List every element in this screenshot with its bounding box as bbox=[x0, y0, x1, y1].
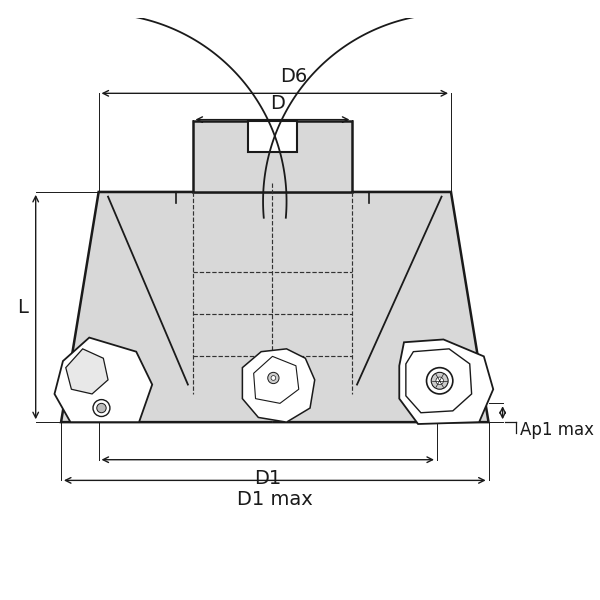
Circle shape bbox=[97, 403, 106, 413]
Text: D1 max: D1 max bbox=[237, 490, 313, 509]
Circle shape bbox=[268, 373, 279, 383]
Text: Ap1 max: Ap1 max bbox=[520, 421, 593, 439]
Polygon shape bbox=[254, 356, 299, 403]
Text: D: D bbox=[270, 94, 284, 113]
Text: L: L bbox=[17, 298, 28, 317]
Circle shape bbox=[436, 377, 443, 385]
Polygon shape bbox=[242, 349, 315, 422]
Text: D6: D6 bbox=[280, 67, 307, 86]
Circle shape bbox=[431, 373, 448, 389]
Polygon shape bbox=[406, 349, 472, 413]
Circle shape bbox=[427, 368, 453, 394]
Polygon shape bbox=[399, 340, 493, 424]
Polygon shape bbox=[193, 121, 352, 192]
Circle shape bbox=[271, 376, 276, 380]
Circle shape bbox=[93, 400, 110, 416]
Polygon shape bbox=[66, 349, 108, 394]
Polygon shape bbox=[248, 121, 297, 152]
Text: D1: D1 bbox=[254, 469, 281, 488]
Polygon shape bbox=[55, 338, 152, 422]
Polygon shape bbox=[61, 192, 488, 422]
